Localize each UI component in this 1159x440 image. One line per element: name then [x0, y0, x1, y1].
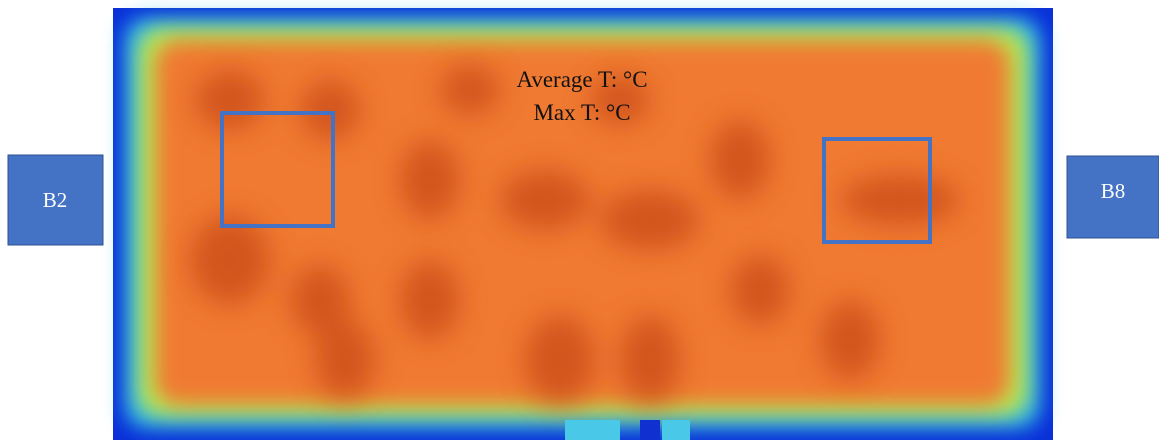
annotation: Max T: °C — [533, 100, 630, 125]
region-box — [220, 111, 335, 228]
label-box — [7, 154, 104, 246]
annotation: Average T: °C — [516, 67, 647, 92]
label: B2 — [43, 188, 68, 212]
label-box — [1066, 155, 1159, 239]
thermal-image — [113, 8, 1053, 440]
region-box — [822, 137, 932, 244]
label: B8 — [1101, 179, 1126, 203]
